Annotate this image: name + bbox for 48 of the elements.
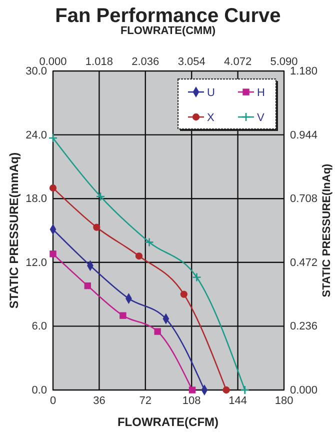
point [192, 272, 202, 282]
point [188, 386, 196, 394]
y-axis-title: STATIC PRESSURE(mmAq) [7, 152, 21, 309]
x2-tick-label: 0.000 [39, 56, 67, 68]
point [135, 252, 143, 260]
y-tick-label: 24.0 [26, 129, 47, 142]
x-tick-label: 36 [93, 394, 106, 407]
point [48, 133, 58, 143]
legend-label: X [207, 112, 215, 124]
legend-label: V [257, 112, 265, 124]
y2-tick-label: 0.236 [290, 320, 318, 333]
x-tick-label: 144 [228, 394, 247, 407]
y2-tick-label: 1.180 [290, 66, 318, 78]
x2-axis-title: FLOWRATE(CMM) [120, 25, 216, 37]
y-tick-label: 12.0 [26, 256, 47, 269]
x-tick-label: 108 [182, 394, 201, 407]
x-tick-label: 180 [274, 394, 294, 407]
y2-tick-label: 0.000 [290, 384, 318, 397]
y2-axis-title: STATIC PRESSURE(InAq) [321, 163, 333, 298]
y2-tick-label: 0.944 [290, 129, 318, 142]
point [96, 192, 106, 202]
legend-label: H [257, 87, 265, 99]
chart-title: Fan Performance Curve [55, 5, 281, 27]
y-tick-label: 30.0 [26, 66, 47, 78]
x2-tick-label: 1.018 [85, 56, 113, 68]
x-tick-label: 72 [139, 394, 152, 407]
x2-tick-label: 2.036 [132, 56, 160, 68]
point [84, 282, 92, 290]
y2-tick-label: 0.472 [290, 256, 318, 269]
point [49, 184, 57, 192]
point [120, 312, 126, 319]
point [180, 290, 188, 298]
point [144, 238, 154, 247]
x2-tick-label: 3.054 [178, 56, 206, 68]
y2-tick-label: 0.708 [290, 193, 318, 206]
point [154, 328, 161, 335]
y-tick-label: 18.0 [26, 193, 47, 206]
y-tick-label: 0.0 [32, 384, 47, 397]
x-tick-label: 0 [50, 394, 56, 407]
point [93, 224, 100, 231]
x2-tick-label: 5.090 [270, 56, 298, 68]
point [50, 250, 56, 258]
point [222, 386, 230, 394]
y-tick-label: 6.0 [32, 320, 47, 333]
point [240, 385, 250, 395]
x2-tick-label: 4.072 [224, 56, 252, 68]
x-axis-title: FLOWRATE(CFM) [117, 415, 219, 429]
legend-label: U [207, 87, 215, 99]
